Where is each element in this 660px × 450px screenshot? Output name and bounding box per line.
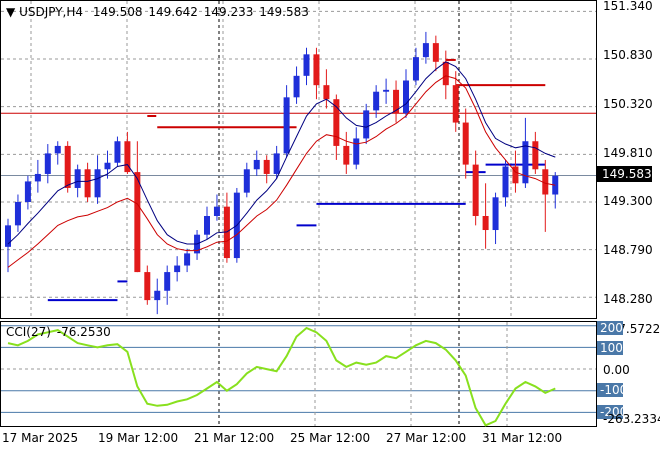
open-value: 149.508 <box>93 5 143 19</box>
candle-body <box>174 265 181 273</box>
candle-body <box>512 166 519 184</box>
candle-body <box>283 97 290 154</box>
svg-text:-200: -200 <box>600 405 627 419</box>
symbol-label: USDJPY,H4 <box>19 5 83 19</box>
candle-body <box>452 85 459 123</box>
candle-body <box>482 216 489 231</box>
candle-body <box>472 164 479 217</box>
moving-averages <box>7 61 556 268</box>
cci-level-badge-minus200: -200 <box>597 405 627 419</box>
current-price-value: 149.583 <box>602 167 652 181</box>
price-axis[interactable]: 151.340 150.830 150.320 149.810 149.300 … <box>603 0 653 306</box>
candle-body <box>412 57 419 81</box>
time-tick: 21 Mar 12:00 <box>194 431 274 445</box>
current-price-badge: 149.583 <box>597 166 652 182</box>
candle-body <box>343 145 350 165</box>
candle-body <box>492 197 499 231</box>
candle-body <box>74 169 81 188</box>
cci-path <box>7 326 556 427</box>
price-tick: 148.790 <box>603 243 653 257</box>
time-axis[interactable]: 17 Mar 2025 19 Mar 12:00 21 Mar 12:00 25… <box>2 431 562 445</box>
candle-body <box>94 169 101 198</box>
close-value: 149.583 <box>259 5 309 19</box>
candle-body <box>363 110 370 139</box>
candle-body <box>164 272 171 291</box>
collapse-triangle-icon: ▼ <box>6 5 16 19</box>
candle-body <box>34 173 41 182</box>
low-value: 149.233 <box>204 5 254 19</box>
cci-min-label: -263.2334 <box>603 412 660 426</box>
candle-body <box>134 172 141 273</box>
candle-body <box>253 159 260 170</box>
candle-body <box>14 201 21 226</box>
cci-line <box>7 326 556 427</box>
candles <box>5 31 559 315</box>
candle-body <box>502 166 509 198</box>
price-tick: 148.280 <box>603 292 653 306</box>
candle-body <box>542 169 549 195</box>
price-panel[interactable] <box>0 0 597 319</box>
time-tick: 27 Mar 12:00 <box>386 431 466 445</box>
candle-body <box>432 43 439 62</box>
price-tick: 150.320 <box>603 97 653 111</box>
candle-body <box>144 272 151 301</box>
price-tick: 149.300 <box>603 194 653 208</box>
high-value: 149.642 <box>148 5 198 19</box>
candle-body <box>44 153 51 174</box>
candle-body <box>263 159 270 174</box>
candle-body <box>323 85 330 100</box>
cci-level-badge-minus100: -100 <box>597 383 627 397</box>
candle-body <box>353 138 360 165</box>
candle-body <box>104 162 111 170</box>
time-tick: 19 Mar 12:00 <box>98 431 178 445</box>
candle-body <box>5 225 11 247</box>
candle-body <box>532 141 539 170</box>
candle-body <box>54 145 61 154</box>
time-tick: 25 Mar 12:00 <box>290 431 370 445</box>
cci-axis[interactable]: 217.5722 200 100 0.00 -100 -200 -263.233… <box>597 321 660 426</box>
price-tick: 149.810 <box>603 146 653 160</box>
candle-body <box>124 141 131 173</box>
cci-level-badge-100: 100 <box>597 341 623 355</box>
time-tick: 31 Mar 12:00 <box>482 431 562 445</box>
candle-body <box>184 253 191 266</box>
ma-slow-line <box>7 75 556 268</box>
candle-body <box>84 169 91 198</box>
candle-body <box>333 99 340 146</box>
cci-level-badge-200: 200 <box>597 321 623 335</box>
candle-body <box>64 145 71 188</box>
candle-body <box>213 206 220 217</box>
chart-title: ▼ USDJPY,H4 149.508 149.642 149.233 149.… <box>6 5 309 19</box>
cci-zero-label: 0.00 <box>603 363 630 377</box>
svg-text:100: 100 <box>600 341 623 355</box>
cci-name: CCI(27) <box>6 325 51 339</box>
price-tick: 151.340 <box>603 0 653 13</box>
candle-body <box>373 91 380 111</box>
candle-body <box>383 89 390 92</box>
svg-text:-100: -100 <box>600 383 627 397</box>
candle-body <box>24 181 31 202</box>
ma-fast-line <box>7 61 556 245</box>
candle-body <box>293 75 300 98</box>
candle-body <box>204 216 210 235</box>
candle-body <box>422 43 429 58</box>
candle-body <box>313 54 320 86</box>
candle-body <box>303 54 310 76</box>
candle-body <box>403 80 409 114</box>
candle-body <box>522 141 529 184</box>
candle-body <box>442 61 449 86</box>
candle-body <box>243 169 250 193</box>
cci-panel[interactable] <box>0 321 597 427</box>
price-tick: 150.830 <box>603 48 653 62</box>
candle-body <box>393 89 400 114</box>
candle-body <box>114 141 121 163</box>
candle-body <box>154 290 161 301</box>
svg-text:200: 200 <box>600 321 623 335</box>
time-tick: 17 Mar 2025 <box>2 431 78 445</box>
candle-body <box>273 153 280 174</box>
cci-value: -76.2530 <box>57 325 111 339</box>
candle-body <box>462 122 469 165</box>
cci-title: CCI(27) -76.2530 <box>6 325 111 339</box>
